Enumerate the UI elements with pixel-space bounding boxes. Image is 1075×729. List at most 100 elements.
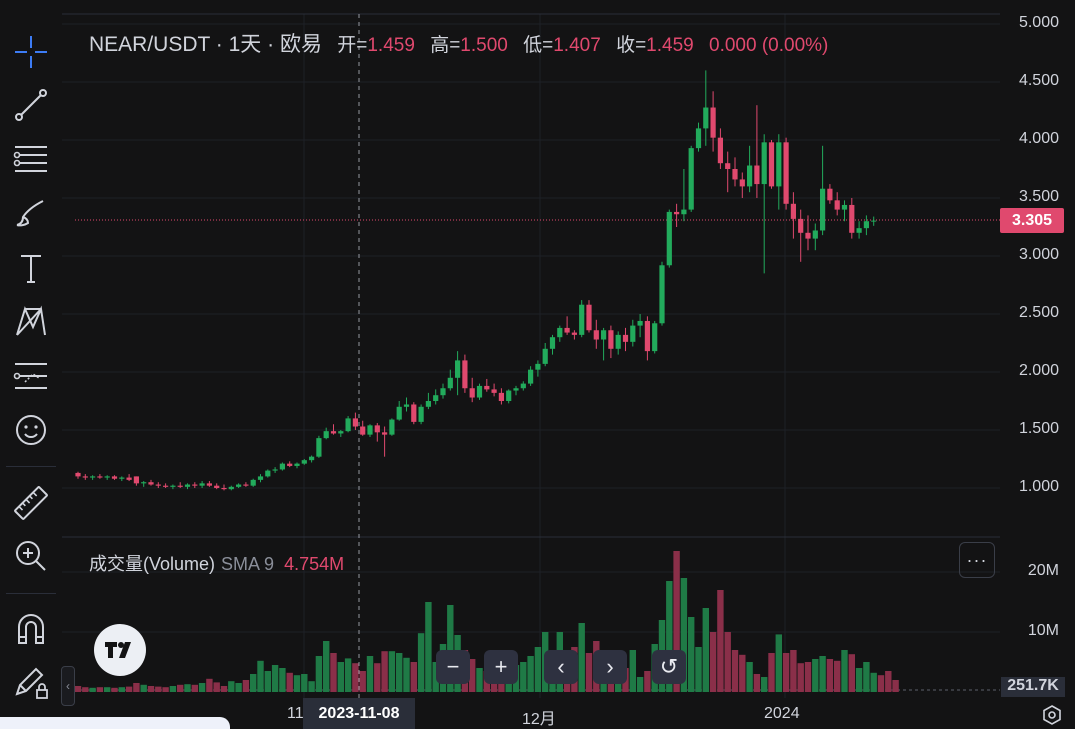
candle-body (666, 211, 672, 266)
candle-body (199, 483, 205, 486)
volume-bar (155, 686, 162, 692)
volume-bar (410, 662, 417, 692)
volume-bar (162, 687, 169, 692)
collapse-toolbar-button[interactable]: ‹ (61, 666, 75, 706)
candlestick-series (75, 70, 877, 491)
volume-bar (104, 687, 111, 692)
text-tool[interactable] (8, 246, 54, 290)
volume-bar (271, 665, 279, 692)
volume-bar (753, 674, 761, 692)
candle-body (491, 389, 497, 393)
candle-body (725, 163, 731, 169)
volume-bar (213, 682, 220, 692)
candle-body (659, 265, 665, 324)
candle-body (564, 327, 570, 333)
magnet-tool[interactable] (8, 607, 54, 651)
volume-bar (680, 578, 688, 692)
candle-body (557, 327, 563, 338)
candle-body (571, 332, 577, 335)
scroll-right-button[interactable]: › (593, 650, 627, 684)
volume-bar (746, 662, 753, 692)
volume-value-tag: 251.7K (1001, 677, 1065, 697)
candle-body (294, 463, 300, 466)
volume-bar (337, 662, 344, 692)
brush-tool[interactable] (8, 191, 54, 235)
reset-chart-button[interactable]: ↺ (652, 650, 686, 684)
candle-body (732, 169, 738, 180)
candle-body (345, 418, 351, 432)
volume-bar (140, 684, 147, 692)
pattern-icon (16, 305, 46, 336)
trend-line-icon (15, 89, 47, 121)
price-axis-label: 2.000 (1018, 362, 1059, 379)
settings-icon[interactable] (1041, 704, 1063, 726)
candle-body (644, 320, 650, 352)
chevron-left-icon: ‹ (66, 679, 70, 693)
zoom-out-button[interactable]: − (436, 650, 470, 684)
volume-bar (425, 602, 432, 692)
open-label: 开= (337, 35, 368, 56)
scroll-left-button[interactable]: ‹ (544, 650, 578, 684)
tradingview-logo[interactable] (94, 624, 146, 676)
horizontal-lines-tool[interactable] (8, 137, 54, 181)
candle-body (440, 388, 446, 396)
candle-body (695, 128, 702, 149)
volume-bar (702, 608, 709, 692)
volume-bar (819, 656, 826, 692)
candle-body (549, 337, 556, 349)
candle-body (601, 330, 607, 340)
candle-body (827, 188, 833, 201)
volume-bar (396, 653, 403, 692)
volume-bar (447, 605, 454, 692)
candle-body (754, 165, 760, 185)
volume-bar (775, 634, 782, 692)
volume-bar (169, 686, 177, 692)
volume-bar (242, 680, 250, 692)
candle-body (228, 486, 234, 490)
candle-body (214, 485, 220, 488)
volume-bar (133, 683, 140, 692)
lock-drawing-tool[interactable] (8, 660, 54, 704)
volume-bar (359, 671, 366, 692)
candle-body (681, 209, 687, 215)
candle-body (790, 203, 796, 219)
volume-bar (74, 686, 82, 692)
trend-line-tool[interactable] (8, 83, 54, 127)
symbol-title[interactable]: NEAR/USDT · 1天 · 欧易 (89, 33, 322, 56)
volume-bar (82, 687, 89, 692)
candle-body (374, 425, 380, 433)
candle-body (257, 476, 264, 480)
price-axis-label: 1.500 (1018, 420, 1059, 437)
more-options-button[interactable]: ··· (959, 542, 995, 578)
candle-body (389, 419, 395, 435)
emoji-icon (16, 415, 46, 445)
volume-bar (731, 650, 739, 692)
candle-body (301, 460, 307, 464)
candle-body (250, 479, 256, 486)
volume-bar (724, 632, 731, 692)
volume-bar (892, 680, 899, 692)
candle-body (710, 107, 716, 138)
volume-bar (695, 647, 702, 692)
emoji-tool[interactable] (8, 408, 54, 452)
ruler-tool[interactable] (8, 481, 54, 525)
crosshair-tool[interactable] (8, 30, 54, 74)
volume-axis-label: 10M (1027, 622, 1059, 639)
close-value: 1.459 (646, 35, 694, 56)
overlay-panel-edge (0, 717, 230, 729)
candle-body (330, 431, 337, 434)
price-axis-label: 3.000 (1018, 246, 1059, 263)
candle-body (608, 330, 614, 349)
volume-bar (585, 653, 593, 692)
zoom-in-button[interactable]: + (484, 650, 518, 684)
volume-bar (885, 671, 892, 692)
tradingview-logo-icon (105, 642, 131, 658)
candle-body (279, 463, 285, 470)
candle-body (75, 472, 81, 477)
candle-body (155, 484, 161, 486)
pattern-tool[interactable] (8, 299, 54, 343)
volume-indicator-name[interactable]: 成交量(Volume) (89, 554, 216, 574)
forecast-tool[interactable] (8, 354, 54, 398)
zoom-in-tool[interactable] (8, 534, 54, 578)
